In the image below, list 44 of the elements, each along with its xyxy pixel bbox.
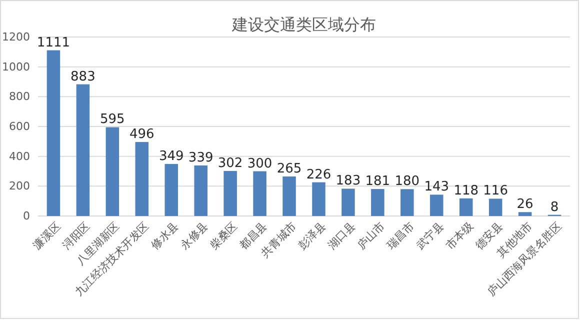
data-label: 595: [100, 112, 125, 128]
data-label: 116: [483, 184, 508, 199]
data-label: 26: [516, 197, 534, 212]
y-tick-label: 400: [9, 150, 30, 163]
bar: [164, 164, 178, 216]
data-label: 8: [550, 200, 559, 215]
data-label: 339: [188, 150, 214, 166]
data-label: 180: [394, 174, 420, 190]
bar: [194, 165, 208, 216]
data-label: 302: [218, 156, 243, 171]
data-label: 181: [365, 174, 390, 189]
bar: [46, 50, 60, 216]
data-label: 143: [424, 180, 450, 195]
y-tick-label: 600: [9, 120, 30, 134]
x-tick-label: 濂溪区: [30, 220, 64, 252]
data-label: 1111: [36, 35, 70, 50]
bar: [430, 194, 444, 216]
data-label: 349: [158, 148, 184, 164]
bar: [342, 188, 355, 216]
data-label: 265: [276, 161, 302, 176]
y-tick-label: 1000: [2, 60, 30, 74]
bar: [459, 198, 473, 216]
data-label: 300: [247, 156, 272, 172]
bar: [400, 189, 414, 216]
bar: [518, 212, 532, 216]
y-tick-label: 1200: [2, 30, 30, 44]
bar: [135, 142, 149, 216]
chart-title: 建设交通类区域分布: [231, 15, 376, 34]
y-tick-label: 200: [9, 180, 30, 193]
bar: [253, 171, 266, 216]
bar: [312, 182, 326, 216]
data-label: 496: [129, 127, 154, 142]
data-label: 118: [454, 183, 479, 198]
data-label: 183: [336, 174, 361, 189]
data-label: 226: [306, 167, 332, 182]
bar: [488, 198, 502, 216]
data-label: 883: [70, 69, 96, 84]
bar: [106, 127, 120, 216]
bar: [371, 189, 384, 216]
y-tick-label: 0: [23, 210, 30, 223]
bar: [282, 176, 296, 216]
y-tick-label: 800: [9, 90, 30, 104]
bar: [224, 170, 237, 216]
bar: [76, 84, 90, 216]
